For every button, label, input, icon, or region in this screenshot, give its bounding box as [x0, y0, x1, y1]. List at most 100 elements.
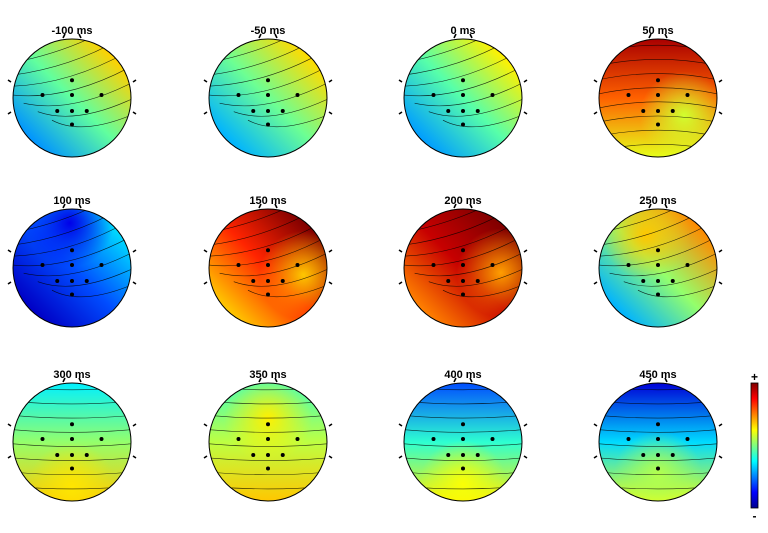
- ear-marker: [593, 79, 598, 115]
- electrode-dot: [251, 452, 256, 457]
- contour-line: [13, 484, 131, 490]
- contour-line: [599, 399, 717, 405]
- contour-line: [209, 39, 317, 70]
- electrode-dot: [295, 93, 300, 98]
- electrode-dot: [431, 263, 436, 268]
- time-label: 350 ms: [249, 369, 286, 381]
- topomap-grid: -100 ms -50 ms 0 ms 50 ms 100 ms 150 ms 200 ms…: [7, 25, 723, 502]
- topomap: -100 ms: [7, 25, 137, 158]
- electrode-dot: [236, 263, 241, 268]
- electrode-dot: [236, 437, 241, 442]
- electrode-dot: [641, 108, 646, 113]
- ear-marker: [398, 423, 403, 459]
- ear-marker: [7, 423, 12, 459]
- topomap: 50 ms: [593, 25, 723, 158]
- contour-line: [13, 441, 131, 447]
- contour-line: [599, 129, 717, 141]
- head-outline: [208, 382, 328, 502]
- electrode-dot: [70, 78, 74, 83]
- electrode-dot: [251, 108, 256, 113]
- contour-line: [599, 441, 717, 447]
- electrode-dot: [70, 437, 74, 442]
- ear-marker: [328, 249, 333, 285]
- electrode-dot: [99, 263, 104, 268]
- ear-marker: [398, 79, 403, 115]
- nose-marker: [648, 377, 668, 383]
- electrode-dot: [685, 93, 690, 98]
- electrode-dot: [70, 292, 74, 297]
- contour-line: [13, 39, 131, 87]
- time-label: 0 ms: [450, 25, 475, 37]
- topomap: 450 ms: [593, 369, 723, 502]
- contour-line: [13, 455, 131, 461]
- nose-marker: [453, 33, 473, 39]
- topomap: 0 ms: [398, 25, 528, 158]
- scalp-field: [404, 39, 522, 157]
- scalp-field: [209, 39, 327, 157]
- contour-line: [599, 115, 717, 127]
- nose-marker: [258, 203, 278, 209]
- ear-marker: [132, 423, 137, 459]
- contour-line: [209, 209, 317, 240]
- contour-line: [247, 72, 327, 128]
- electrode-dot: [266, 422, 270, 427]
- contour-line: [404, 441, 522, 447]
- electrode-dot: [461, 292, 465, 297]
- contour-line: [247, 242, 327, 298]
- electrode-dot: [84, 108, 89, 113]
- electrode-dot: [461, 78, 465, 83]
- head-outline: [598, 382, 718, 502]
- contour-line: [13, 217, 131, 267]
- contour-line: [23, 55, 131, 107]
- contour-line: [404, 427, 522, 433]
- contour-line: [209, 385, 327, 391]
- field-extremum: [639, 71, 717, 157]
- contour-line: [599, 455, 717, 461]
- contour-line: [209, 455, 327, 461]
- electrode-dot: [266, 263, 270, 268]
- electrode-dot: [656, 263, 660, 268]
- scalp-field: [13, 39, 131, 157]
- electrode-dot: [656, 278, 660, 283]
- contour-line: [442, 72, 522, 128]
- topomap: 350 ms: [203, 369, 333, 502]
- ear-marker: [398, 249, 403, 285]
- nose-marker: [648, 33, 668, 39]
- topomap: -50 ms: [203, 25, 333, 158]
- field-extremum: [25, 209, 114, 268]
- contour-line: [414, 55, 522, 107]
- colorbar-minus-label: -: [753, 509, 757, 523]
- topomap: 300 ms: [7, 369, 137, 502]
- electrode-dot: [626, 437, 631, 442]
- contour-line: [13, 385, 131, 391]
- electrode-dot: [70, 93, 74, 98]
- contour-line: [599, 59, 717, 70]
- electrode-dot: [475, 278, 480, 283]
- contour-line: [51, 72, 131, 128]
- head-outline: [403, 208, 523, 328]
- electrode-dot: [55, 452, 60, 457]
- head-outline: [208, 208, 328, 328]
- contour-line: [599, 101, 717, 113]
- electrode-dot: [446, 452, 451, 457]
- contour-line: [599, 385, 717, 391]
- contour-line: [13, 470, 131, 476]
- electrode-dot: [280, 452, 285, 457]
- topomap: 400 ms: [398, 369, 528, 502]
- electrode-dot: [461, 93, 465, 98]
- electrode-dot: [431, 93, 436, 98]
- nose-marker: [453, 203, 473, 209]
- time-label: 100 ms: [53, 195, 90, 207]
- contour-line: [13, 47, 131, 97]
- contour-line: [37, 234, 131, 287]
- electrode-dot: [670, 108, 675, 113]
- electrode-dot: [656, 122, 660, 127]
- contour-line: [609, 225, 717, 277]
- contour-line: [442, 242, 522, 298]
- field-extremum: [27, 442, 117, 501]
- contour-line: [404, 47, 522, 97]
- ear-marker: [718, 79, 723, 115]
- contour-line: [404, 470, 522, 476]
- ear-marker: [7, 249, 12, 285]
